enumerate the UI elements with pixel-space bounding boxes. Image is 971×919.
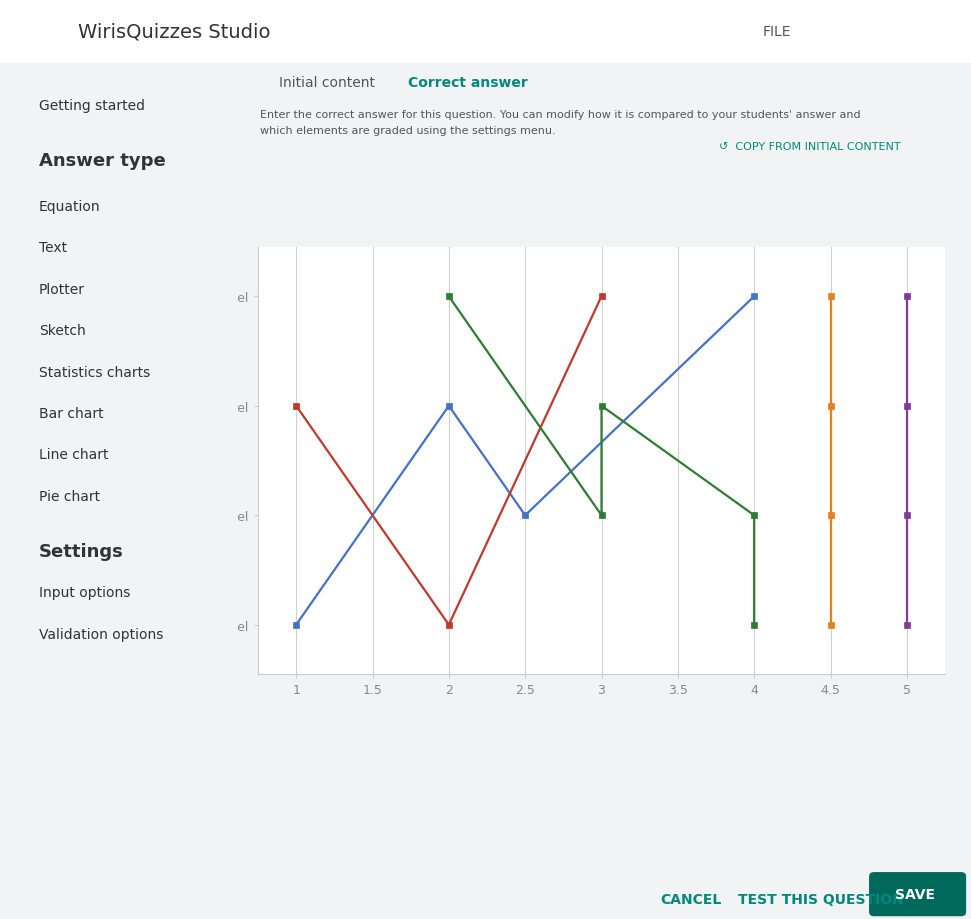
Text: Correct answer: Correct answer <box>408 75 527 90</box>
Text: CANCEL: CANCEL <box>660 891 721 906</box>
Text: Getting started: Getting started <box>39 98 145 113</box>
Text: ↺  COPY FROM INITIAL CONTENT: ↺ COPY FROM INITIAL CONTENT <box>719 142 900 152</box>
Text: FILE: FILE <box>762 25 790 40</box>
Text: WirisQuizzes Studio: WirisQuizzes Studio <box>78 23 270 41</box>
Text: Plotter: Plotter <box>39 282 84 297</box>
Text: Equation: Equation <box>39 199 100 214</box>
Text: Input options: Input options <box>39 585 130 600</box>
Text: Answer type: Answer type <box>39 152 166 170</box>
Text: TEST THIS QUESTION: TEST THIS QUESTION <box>738 891 904 906</box>
Text: SAVE: SAVE <box>894 887 935 902</box>
Text: Pie chart: Pie chart <box>39 489 100 504</box>
Text: Statistics charts: Statistics charts <box>39 365 151 380</box>
Text: Sketch: Sketch <box>39 323 85 338</box>
Text: Text: Text <box>39 241 67 255</box>
Text: Validation options: Validation options <box>39 627 163 641</box>
Text: Enter the correct answer for this question. You can modify how it is compared to: Enter the correct answer for this questi… <box>260 110 861 119</box>
Text: Line chart: Line chart <box>39 448 109 462</box>
Text: Settings: Settings <box>39 542 123 561</box>
Text: which elements are graded using the settings menu.: which elements are graded using the sett… <box>260 126 555 135</box>
Text: Bar chart: Bar chart <box>39 406 104 421</box>
Text: Initial content: Initial content <box>279 75 375 90</box>
